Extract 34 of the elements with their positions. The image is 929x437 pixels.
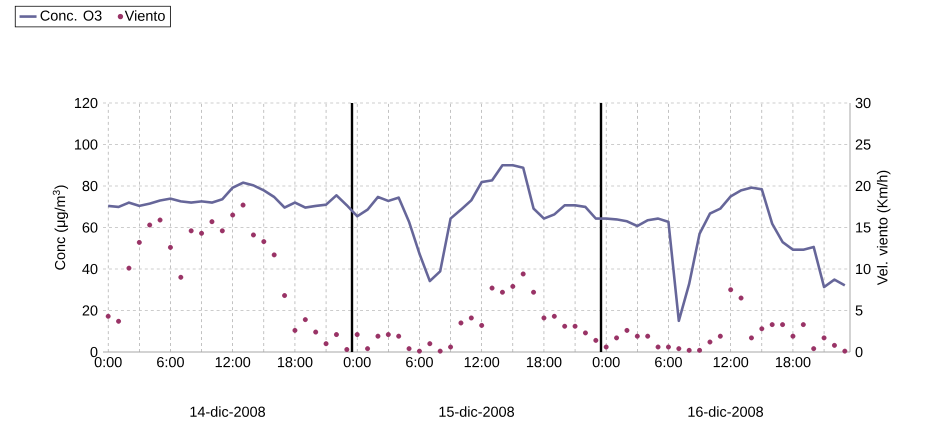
x-tick-label: 6:00 <box>157 357 184 368</box>
y-tick-label: 60 <box>82 222 98 233</box>
y-tick-label: 80 <box>82 180 98 192</box>
x-tick-label: 18:00 <box>278 357 312 368</box>
y2-tick-label: 15 <box>856 222 870 233</box>
y-axis-title: Conc (μg/m$^{3}$) <box>52 185 68 270</box>
y2-tick-label: 10 <box>856 264 871 274</box>
y-tick-label: 100 <box>74 139 98 150</box>
y2-axis-title: Vel. viento (Km/h) <box>876 170 890 286</box>
x-tick-label: 0:00 <box>592 357 620 368</box>
x-tick-label: 6:00 <box>655 357 682 368</box>
x-tick-label: 12:00 <box>714 357 748 368</box>
y2-tick-label: 30 <box>856 98 871 108</box>
x-tick-label: 6:00 <box>406 357 433 368</box>
x-tick-label: 18:00 <box>526 357 562 368</box>
y2-tick-label: 25 <box>856 139 870 150</box>
legend-label: Conc. O3 <box>40 10 102 21</box>
text: 16-dic-2008 <box>688 406 763 417</box>
y-tick-label: 40 <box>82 264 98 274</box>
y-tick-label: 120 <box>74 98 98 108</box>
y2-tick-label: 0 <box>856 346 862 358</box>
text: 14-dic-2008 <box>190 406 266 417</box>
x-tick-label: 0:00 <box>94 357 122 368</box>
line-series <box>106 164 846 322</box>
x-tick-label: 18:00 <box>776 357 810 368</box>
x-tick-label: 12:00 <box>464 357 500 368</box>
y2-tick-label: 5 <box>856 305 862 316</box>
x-tick-label: 0:00 <box>344 357 371 368</box>
x-tick-label: 12:00 <box>216 357 250 368</box>
text: 15-dic-2008 <box>439 406 514 417</box>
y2-tick-label: 20 <box>856 180 871 192</box>
legend-label: Viento <box>124 10 165 21</box>
y-tick-label: 0 <box>90 346 98 358</box>
y-tick-label: 20 <box>82 305 98 316</box>
